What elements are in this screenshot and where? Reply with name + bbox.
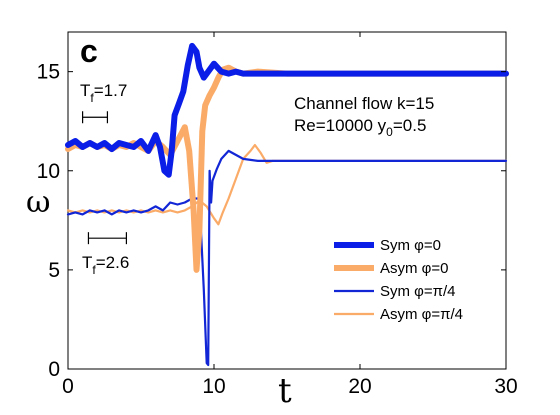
legend: Sym φ=0 Asym φ=0 Sym φ=π/4 Asym φ=π/4 bbox=[334, 237, 463, 323]
series-layer bbox=[65, 42, 509, 367]
legend-label: Sym φ=π/4 bbox=[380, 283, 456, 300]
x-axis-title: t bbox=[278, 371, 292, 411]
y-tick-label: 10 bbox=[37, 160, 60, 183]
x-tick-label: 10 bbox=[202, 375, 225, 398]
period-top-prefix: T bbox=[80, 81, 90, 100]
legend-label: Asym φ=0 bbox=[380, 260, 449, 277]
plot-frame bbox=[67, 31, 507, 370]
period-bottom-value: =2.6 bbox=[96, 253, 130, 272]
y-tick-label: 5 bbox=[48, 259, 60, 282]
period-bottom-sub: f bbox=[92, 263, 96, 277]
annotation-flow-line2: Re=10000 y0=0.5 bbox=[294, 116, 426, 139]
flow-line2-sub: 0 bbox=[386, 125, 393, 139]
plot-border bbox=[67, 31, 507, 370]
legend-label: Sym φ=0 bbox=[380, 237, 441, 254]
panel-label: c bbox=[80, 33, 98, 69]
period-top-value: =1.7 bbox=[94, 81, 128, 100]
flow-line2-prefix: Re=10000 y bbox=[294, 116, 387, 135]
series-line-4 bbox=[66, 143, 508, 226]
x-tick-label: 30 bbox=[494, 375, 517, 398]
annotation-period-bottom: Tf=2.6 bbox=[82, 253, 129, 277]
y-tick-label: 15 bbox=[37, 61, 60, 84]
period-top-sub: f bbox=[90, 91, 94, 105]
annotation-period-top: Tf=1.7 bbox=[80, 81, 127, 105]
x-tick-label: 20 bbox=[348, 375, 371, 398]
y-axis-title: ω bbox=[26, 185, 50, 220]
legend-label: Asym φ=π/4 bbox=[380, 306, 463, 323]
y-tick-label: 0 bbox=[48, 358, 60, 381]
period-markers bbox=[81, 111, 128, 245]
series-line-1 bbox=[65, 42, 509, 178]
axis-ticks: 0 10 20 30 0 5 10 15 bbox=[37, 32, 518, 398]
series-line-3 bbox=[66, 149, 508, 367]
flow-line2-suffix: =0.5 bbox=[393, 116, 427, 135]
period-bottom-prefix: T bbox=[82, 253, 92, 272]
x-tick-label: 0 bbox=[62, 375, 74, 398]
annotation-flow-line1: Channel flow k=15 bbox=[294, 94, 434, 113]
